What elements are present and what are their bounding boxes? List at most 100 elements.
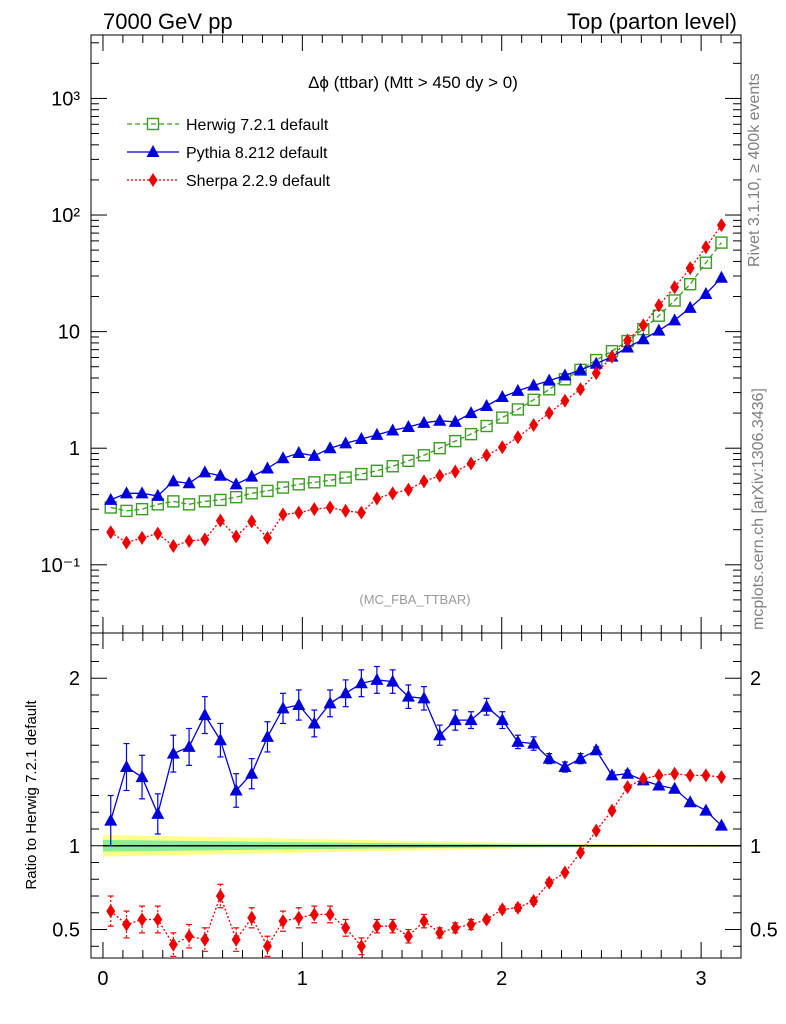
point-sherpa (121, 535, 131, 550)
point-herwig (323, 474, 337, 487)
point-sherpa (544, 406, 554, 421)
point-sherpa (419, 474, 429, 489)
ratio-point-sherpa (670, 766, 680, 781)
point-sherpa (341, 503, 351, 518)
legend-marker-sherpa (148, 173, 158, 187)
point-pythia (245, 469, 259, 482)
point-pythia (323, 441, 337, 454)
series-line-sherpa (110, 224, 723, 547)
point-sherpa (184, 533, 194, 548)
point-pythia (260, 461, 274, 474)
point-sherpa (388, 486, 398, 501)
ratio-point-pythia (448, 713, 462, 726)
point-pythia (119, 486, 133, 499)
point-herwig (527, 393, 540, 407)
point-pythia (401, 420, 415, 433)
ratio-point-pythia (260, 729, 274, 742)
legend-marker-pythia (146, 145, 160, 157)
point-pythia (198, 465, 212, 478)
point-pythia (276, 451, 290, 464)
ratio-point-sherpa (591, 823, 601, 838)
point-herwig (261, 484, 274, 498)
point-herwig (229, 490, 243, 504)
ratio-line-pythia (110, 679, 722, 827)
point-pythia (527, 378, 541, 391)
ratio-line-sherpa (110, 773, 722, 948)
ratio-point-pythia (135, 770, 149, 783)
point-sherpa (278, 507, 288, 522)
ratio-y-tick-label-right: 2 (750, 668, 761, 690)
ratio-plot-panel: 0.5 0.5 1 1 2 2 0 1 2 3 Ratio to Herwig 7.2.1 def… (23, 632, 778, 990)
point-herwig (355, 467, 368, 481)
legend: Herwig 7.2.1 default Pythia 8.212 default… (127, 117, 331, 190)
point-pythia (511, 383, 525, 396)
ratio-point-pythia (386, 674, 400, 687)
point-pythia (151, 488, 165, 501)
ratio-point-pythia (354, 676, 368, 689)
ratio-point-pythia (714, 818, 728, 831)
point-pythia (573, 362, 587, 375)
ratio-point-sherpa (184, 929, 194, 944)
point-herwig (683, 278, 697, 291)
series-herwig (104, 236, 728, 518)
ratio-point-sherpa (153, 912, 163, 927)
point-pythia (636, 332, 650, 345)
ratio-series-pythia (104, 665, 728, 847)
ratio-point-pythia (370, 672, 384, 685)
header-right: Top (parton level) (567, 9, 737, 34)
plot-title: Δϕ (ttbar) (Mtt > 450 dy > 0) (308, 73, 518, 92)
point-pythia (589, 356, 603, 369)
point-pythia (339, 436, 353, 449)
point-herwig (198, 495, 212, 508)
ratio-point-pythia (182, 739, 196, 752)
point-sherpa (309, 502, 319, 517)
ratio-point-sherpa (356, 939, 366, 954)
rivet-label: Rivet 3.1.10, ≥ 400k events (746, 73, 763, 267)
ratio-point-sherpa (137, 912, 147, 927)
point-herwig (433, 442, 446, 455)
ratio-point-sherpa (623, 780, 633, 795)
ratio-point-sherpa (106, 904, 116, 919)
analysis-label: (MC_FBA_TTBAR) (359, 592, 470, 607)
point-sherpa (560, 393, 570, 408)
legend-entry-herwig: Herwig 7.2.1 default (127, 117, 329, 134)
header-left: 7000 GeV pp (103, 9, 233, 34)
legend-label-pythia: Pythia 8.212 default (186, 145, 328, 162)
point-herwig (339, 471, 352, 484)
ratio-point-sherpa (544, 875, 554, 890)
point-sherpa (215, 513, 225, 528)
point-sherpa (513, 430, 523, 445)
ratio-point-sherpa (325, 907, 335, 922)
y-tick-label: 10² (51, 205, 80, 227)
ratio-y-tick-label-right: 1 (750, 836, 761, 858)
ratio-point-sherpa (497, 902, 507, 917)
ratio-point-sherpa (419, 914, 429, 929)
ratio-point-pythia (573, 751, 587, 764)
ratio-point-pythia (589, 743, 603, 756)
ratio-point-sherpa (435, 925, 445, 940)
ratio-point-pythia (699, 803, 713, 816)
series-pythia (104, 270, 728, 505)
point-sherpa (716, 218, 726, 233)
point-pythia (480, 399, 494, 412)
series-line-herwig (110, 242, 723, 512)
ratio-series-layer (104, 665, 728, 957)
legend-label-sherpa: Sherpa 2.2.9 default (186, 173, 331, 190)
ratio-ylabel: Ratio to Herwig 7.2.1 default (23, 700, 40, 890)
legend-marker-herwig (146, 117, 160, 131)
point-sherpa (137, 530, 147, 545)
point-sherpa (231, 529, 241, 544)
x-tick-label: 1 (297, 968, 308, 990)
ratio-point-pythia (151, 806, 165, 819)
ratio-point-sherpa (466, 917, 476, 932)
point-pythia (448, 414, 462, 427)
ratio-point-pythia (198, 708, 212, 721)
point-herwig (496, 411, 509, 424)
ratio-point-sherpa (121, 917, 131, 932)
ratio-point-pythia (495, 713, 509, 726)
point-pythia (135, 486, 149, 499)
ratio-point-pythia (558, 760, 572, 773)
point-pythia (104, 492, 118, 505)
ratio-point-sherpa (372, 919, 382, 934)
